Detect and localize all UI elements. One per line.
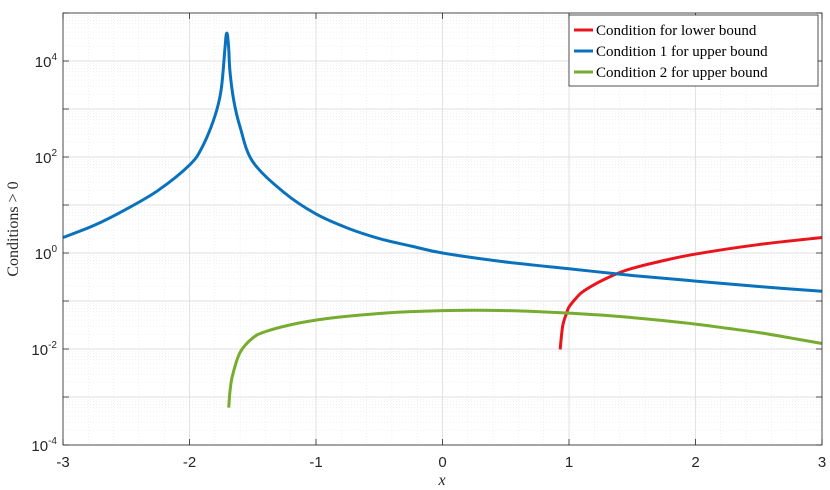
tick-marks <box>62 12 823 446</box>
y-tick-label: 10-2 <box>31 340 57 359</box>
legend: Condition for lower bound Condition 1 for… <box>568 14 819 87</box>
x-axis-label: x <box>437 472 445 489</box>
legend-label-1: Condition for lower bound <box>596 23 757 39</box>
x-tick-label: 3 <box>818 454 826 471</box>
y-tick-label: 10-4 <box>31 436 57 455</box>
x-tick-label: 1 <box>565 454 573 471</box>
x-tick-labels: -3 -2 -1 0 1 2 3 <box>56 454 826 471</box>
y-tick-labels: 10-4 10-2 100 102 104 <box>31 52 57 455</box>
legend-label-3: Condition 2 for upper bound <box>596 65 768 81</box>
x-tick-label: -2 <box>183 454 196 471</box>
y-tick-label: 102 <box>35 148 58 167</box>
y-tick-label: 100 <box>35 244 58 263</box>
x-tick-label: 0 <box>438 454 446 471</box>
x-tick-label: 2 <box>691 454 699 471</box>
y-axis-label: Conditions > 0 <box>5 181 22 276</box>
legend-label-2: Condition 1 for upper bound <box>596 44 768 60</box>
series-line-3 <box>227 308 823 408</box>
series-layer <box>62 31 823 408</box>
y-tick-label: 104 <box>35 52 58 71</box>
x-tick-label: -1 <box>309 454 322 471</box>
legend-items: Condition for lower bound Condition 1 for… <box>574 23 768 81</box>
legend-box <box>568 14 819 87</box>
x-tick-label: -3 <box>56 454 69 471</box>
series-line-2 <box>62 31 823 293</box>
